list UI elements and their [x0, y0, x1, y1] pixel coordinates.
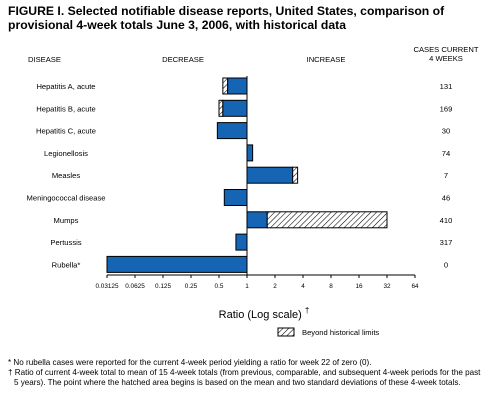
legend: Beyond historical limits [277, 327, 379, 337]
bar-beyond-limits [218, 99, 224, 117]
x-tick-label: 8 [329, 283, 333, 290]
bar-chart: DISEASE DECREASE INCREASE CASES CURRENT 4… [27, 45, 479, 337]
case-count: 131 [440, 82, 453, 91]
category-label: Meningococcal disease [27, 194, 106, 203]
bar [235, 233, 248, 251]
bar [106, 255, 248, 273]
bar [223, 189, 248, 206]
x-axis-label: Ratio (Log scale) † [219, 306, 310, 321]
case-count: 0 [444, 260, 448, 269]
bar [246, 144, 254, 162]
legend-label: Beyond historical limits [302, 328, 379, 337]
x-tick-label: 0.0625 [125, 283, 145, 290]
x-tick-label: 64 [411, 283, 419, 290]
case-count: 410 [440, 216, 453, 225]
bar [246, 211, 268, 229]
case-count: 317 [440, 238, 453, 247]
figure-title: FIGURE I. Selected notifiable disease re… [8, 4, 445, 32]
footnotes: * No rubella cases were reported for the… [8, 358, 486, 388]
bar [222, 99, 248, 117]
bar-beyond-limits [266, 211, 388, 229]
case-count: 169 [440, 104, 453, 113]
category-label: Rubella* [52, 260, 81, 269]
category-label: Hepatitis C, acute [36, 127, 96, 136]
bar [246, 166, 294, 184]
x-tick-label: 16 [355, 283, 363, 290]
category-label: Measles [52, 171, 80, 180]
legend-swatch [277, 327, 295, 337]
header-cases: CASES CURRENT 4 WEEKS [414, 45, 479, 63]
x-tick-label: 0.125 [155, 283, 171, 290]
x-tick-label: 2 [273, 283, 277, 290]
footnote-rubella: * No rubella cases were reported for the… [8, 358, 372, 367]
x-tick-label: 0.5 [215, 283, 224, 290]
case-count: 7 [444, 171, 448, 180]
x-tick-label: 0.03125 [95, 283, 119, 290]
x-tick-label: 1 [245, 283, 249, 290]
category-label: Mumps [54, 216, 79, 225]
footnote-ratio: † Ratio of current 4-week total to mean … [8, 368, 481, 387]
bar-beyond-limits [222, 77, 229, 95]
x-tick-label: 32 [383, 283, 391, 290]
header-decrease: DECREASE [162, 55, 204, 64]
header-increase: INCREASE [307, 55, 346, 64]
case-count: 46 [442, 194, 450, 203]
bar [216, 122, 248, 140]
header-disease: DISEASE [28, 55, 61, 64]
case-count: 30 [442, 127, 450, 136]
x-tick-label: 4 [301, 283, 305, 290]
category-label: Hepatitis B, acute [36, 104, 96, 113]
category-label: Pertussis [50, 238, 81, 247]
bar-beyond-limits [292, 166, 299, 184]
x-tick-label: 0.25 [185, 283, 198, 290]
category-label: Hepatitis A, acute [36, 82, 95, 91]
case-count: 74 [442, 149, 450, 158]
bar [227, 77, 248, 95]
category-label: Legionellosis [44, 149, 88, 158]
